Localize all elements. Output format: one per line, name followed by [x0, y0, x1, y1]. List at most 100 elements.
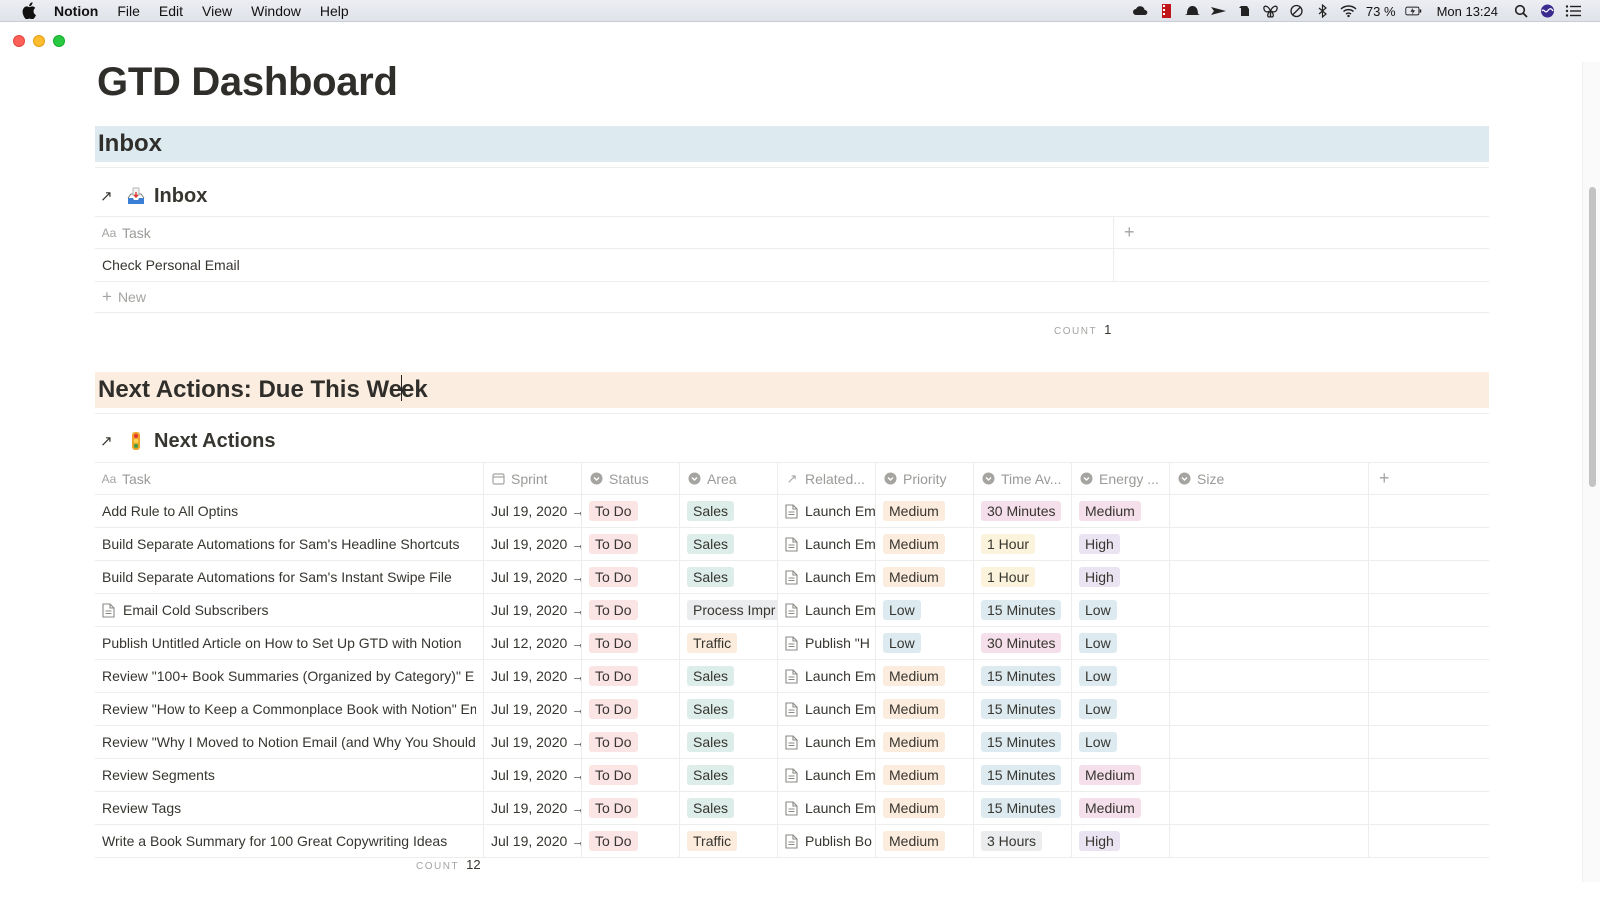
time-available-cell[interactable]: 15 Minutes [974, 693, 1072, 725]
column-header-energy[interactable]: Energy ... [1072, 463, 1170, 494]
status-cell[interactable]: To Do [582, 594, 680, 626]
task-cell[interactable]: Review "100+ Book Summaries (Organized b… [95, 660, 484, 692]
column-header-task[interactable]: Aa Task [95, 217, 1114, 248]
related-page-link[interactable]: Launch Em [805, 701, 876, 717]
task-cell[interactable]: Check Personal Email [95, 249, 1114, 281]
table-row[interactable]: Review Tags Jul 19, 2020 → To Do Sales Launc… [95, 792, 1489, 825]
priority-cell[interactable]: Low [876, 594, 974, 626]
energy-cell[interactable]: Low [1072, 627, 1170, 659]
area-cell[interactable]: Sales [680, 528, 778, 560]
related-cell[interactable]: Publish Bo [778, 825, 876, 857]
status-cell[interactable]: To Do [582, 528, 680, 560]
time-available-cell[interactable]: 15 Minutes [974, 594, 1072, 626]
menu-window[interactable]: Window [251, 2, 301, 19]
status-cell[interactable]: To Do [582, 726, 680, 758]
menu-file[interactable]: File [117, 2, 140, 19]
area-cell[interactable]: Sales [680, 660, 778, 692]
related-page-link[interactable]: Launch Em [805, 503, 876, 519]
inbox-database-title[interactable]: Inbox [154, 184, 208, 207]
related-page-link[interactable]: Launch Em [805, 767, 876, 783]
column-header-time-available[interactable]: Time Av... [974, 463, 1072, 494]
inbox-section-heading[interactable]: Inbox [95, 126, 1489, 162]
clock[interactable]: Mon 13:24 [1436, 3, 1498, 19]
status-cell[interactable]: To Do [582, 693, 680, 725]
task-cell[interactable]: Build Separate Automations for Sam's Ins… [95, 561, 484, 593]
window-zoom-button[interactable] [53, 35, 65, 47]
table-row[interactable]: Publish Untitled Article on How to Set U… [95, 627, 1489, 660]
menu-help[interactable]: Help [319, 2, 349, 19]
notification-center-icon[interactable] [1565, 4, 1582, 18]
status-cell[interactable]: To Do [582, 495, 680, 527]
sprint-cell[interactable]: Jul 19, 2020 → [484, 825, 582, 857]
battery-charging-icon[interactable] [1404, 4, 1422, 18]
sprint-cell[interactable]: Jul 12, 2020 → [484, 627, 582, 659]
size-cell[interactable] [1170, 825, 1369, 857]
column-header-area[interactable]: Area [680, 463, 778, 494]
scrollbar-thumb[interactable] [1589, 187, 1596, 487]
related-page-link[interactable]: Launch Em [805, 569, 876, 585]
creative-cloud-icon[interactable] [1132, 4, 1149, 18]
menu-view[interactable]: View [202, 2, 233, 19]
time-available-cell[interactable]: 3 Hours [974, 825, 1072, 857]
wifi-icon[interactable] [1340, 4, 1357, 18]
time-available-cell[interactable]: 30 Minutes [974, 495, 1072, 527]
size-cell[interactable] [1170, 594, 1369, 626]
time-available-cell[interactable]: 15 Minutes [974, 726, 1072, 758]
table-row[interactable]: Add Rule to All Optins Jul 19, 2020 → To D… [95, 495, 1489, 528]
energy-cell[interactable]: Medium [1072, 792, 1170, 824]
related-page-link[interactable]: Publish "H [805, 635, 870, 651]
energy-cell[interactable]: Low [1072, 660, 1170, 692]
apple-icon[interactable] [22, 0, 40, 22]
related-cell[interactable]: Launch Em [778, 660, 876, 692]
column-header-priority[interactable]: Priority [876, 463, 974, 494]
linked-database-arrow-icon[interactable]: ↗ [100, 188, 113, 205]
priority-cell[interactable]: Medium [876, 693, 974, 725]
priority-cell[interactable]: Medium [876, 528, 974, 560]
priority-cell[interactable]: Medium [876, 726, 974, 758]
filmstrip-icon[interactable] [1158, 4, 1175, 18]
table-row[interactable]: Review Segments Jul 19, 2020 → To Do Sales L… [95, 759, 1489, 792]
area-cell[interactable]: Sales [680, 759, 778, 791]
area-cell[interactable]: Sales [680, 693, 778, 725]
size-cell[interactable] [1170, 759, 1369, 791]
energy-cell[interactable]: High [1072, 528, 1170, 560]
area-cell[interactable]: Sales [680, 561, 778, 593]
priority-cell[interactable]: Medium [876, 792, 974, 824]
task-cell[interactable]: Build Separate Automations for Sam's Hea… [95, 528, 484, 560]
time-available-cell[interactable]: 1 Hour [974, 528, 1072, 560]
sprint-cell[interactable]: Jul 19, 2020 → [484, 726, 582, 758]
next-actions-database-title[interactable]: Next Actions [154, 429, 276, 452]
do-not-disturb-icon[interactable] [1288, 4, 1305, 18]
task-cell[interactable]: Add Rule to All Optins [95, 495, 484, 527]
table-row[interactable]: Build Separate Automations for Sam's Ins… [95, 561, 1489, 594]
related-page-link[interactable]: Launch Em [805, 602, 876, 618]
new-row-button[interactable]: + New [95, 282, 1489, 312]
spotlight-search-icon[interactable] [1513, 4, 1530, 18]
time-available-cell[interactable]: 1 Hour [974, 561, 1072, 593]
task-cell[interactable]: Email Cold Subscribers [95, 594, 484, 626]
size-cell[interactable] [1170, 726, 1369, 758]
next-actions-section-heading[interactable]: Next Actions: Due This Week [95, 372, 1489, 408]
status-cell[interactable]: To Do [582, 792, 680, 824]
related-cell[interactable]: Launch Em [778, 792, 876, 824]
window-minimize-button[interactable] [33, 35, 45, 47]
related-cell[interactable]: Launch Em [778, 693, 876, 725]
status-cell[interactable]: To Do [582, 825, 680, 857]
priority-cell[interactable]: Medium [876, 660, 974, 692]
related-cell[interactable]: Launch Em [778, 726, 876, 758]
time-available-cell[interactable]: 15 Minutes [974, 660, 1072, 692]
sprint-cell[interactable]: Jul 19, 2020 → [484, 693, 582, 725]
energy-cell[interactable]: Low [1072, 693, 1170, 725]
column-header-status[interactable]: Status [582, 463, 680, 494]
airmail-icon[interactable] [1210, 4, 1227, 18]
status-cell[interactable]: To Do [582, 660, 680, 692]
status-cell[interactable]: To Do [582, 759, 680, 791]
related-cell[interactable]: Launch Em [778, 594, 876, 626]
bluetooth-icon[interactable] [1314, 4, 1331, 18]
status-cell[interactable]: To Do [582, 627, 680, 659]
priority-cell[interactable]: Medium [876, 495, 974, 527]
column-header-size[interactable]: Size [1170, 463, 1369, 494]
next-actions-count[interactable]: COUNT 12 [416, 857, 481, 872]
butterfly-icon[interactable] [1262, 4, 1279, 18]
column-header-task[interactable]: Aa Task [95, 463, 484, 494]
